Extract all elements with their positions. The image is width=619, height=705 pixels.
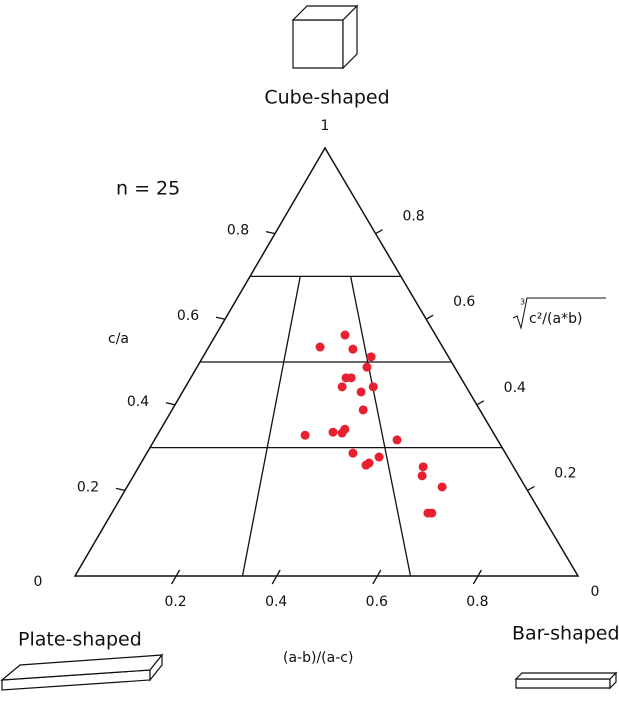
data-point xyxy=(366,352,376,362)
y-axis-label: c/a xyxy=(108,331,129,347)
data-point xyxy=(328,427,338,437)
x-tick xyxy=(372,569,382,585)
y-tick xyxy=(265,230,276,235)
y2-label: c²/(a*b) xyxy=(529,311,582,327)
right-corner-label: Bar-shaped xyxy=(512,623,619,645)
y2-tick-label: 0.4 xyxy=(504,380,526,396)
y-tick-label: 0.2 xyxy=(77,479,99,495)
x-tick xyxy=(472,569,482,585)
data-point xyxy=(392,435,402,445)
y-tick-label: 0 xyxy=(34,574,43,590)
data-point xyxy=(337,428,347,438)
data-point xyxy=(427,508,437,518)
x-tick-label: 0.6 xyxy=(366,594,388,610)
data-point xyxy=(374,452,384,462)
data-point xyxy=(437,482,447,492)
annotation: n = 25 xyxy=(116,178,180,200)
y-tick xyxy=(115,487,126,492)
data-point xyxy=(362,362,372,372)
y-tick-label: 0.6 xyxy=(177,308,199,324)
x-tick-label: 0.2 xyxy=(164,594,186,610)
y-tick xyxy=(215,316,226,320)
data-point xyxy=(340,330,350,340)
y2-tick xyxy=(527,485,535,491)
data-point xyxy=(315,342,325,352)
y2-tick-label: 0.8 xyxy=(402,209,424,225)
y-tick xyxy=(165,402,176,406)
y-tick-label: 1 xyxy=(321,118,330,134)
data-point xyxy=(418,462,428,472)
y2-tick-label: 0 xyxy=(591,584,600,600)
x-tick-label: 0.8 xyxy=(466,594,488,610)
grid-line xyxy=(350,276,412,577)
y2-tick-label: 0.2 xyxy=(554,465,576,481)
data-point xyxy=(417,471,427,481)
data-point xyxy=(348,344,358,354)
data-point xyxy=(368,382,378,392)
grid-line xyxy=(241,276,301,577)
x-tick xyxy=(171,569,181,585)
data-point xyxy=(358,405,368,415)
data-point xyxy=(346,373,356,383)
data-point xyxy=(356,387,366,397)
radical-sign xyxy=(512,297,606,330)
x-tick xyxy=(271,569,281,585)
data-point xyxy=(300,430,310,440)
x-tick-label: 0.4 xyxy=(265,594,287,610)
chart-title: Cube-shaped xyxy=(264,87,389,109)
left-corner-label: Plate-shaped xyxy=(18,629,142,651)
data-point xyxy=(348,448,358,458)
data-point xyxy=(361,460,371,470)
data-point xyxy=(337,382,347,392)
y2-tick xyxy=(375,229,383,235)
y2-tick xyxy=(476,400,485,406)
y-tick-label: 0.4 xyxy=(127,394,149,410)
y2-tick xyxy=(425,314,434,320)
y-tick-label: 0.8 xyxy=(227,223,249,239)
bar-icon xyxy=(514,671,618,690)
x-axis-label: (a-b)/(a-c) xyxy=(283,650,353,666)
plate-icon xyxy=(0,653,164,691)
cube-icon xyxy=(291,4,359,70)
y2-tick-label: 0.6 xyxy=(453,294,475,310)
y2-label-index: 3 xyxy=(520,298,525,307)
